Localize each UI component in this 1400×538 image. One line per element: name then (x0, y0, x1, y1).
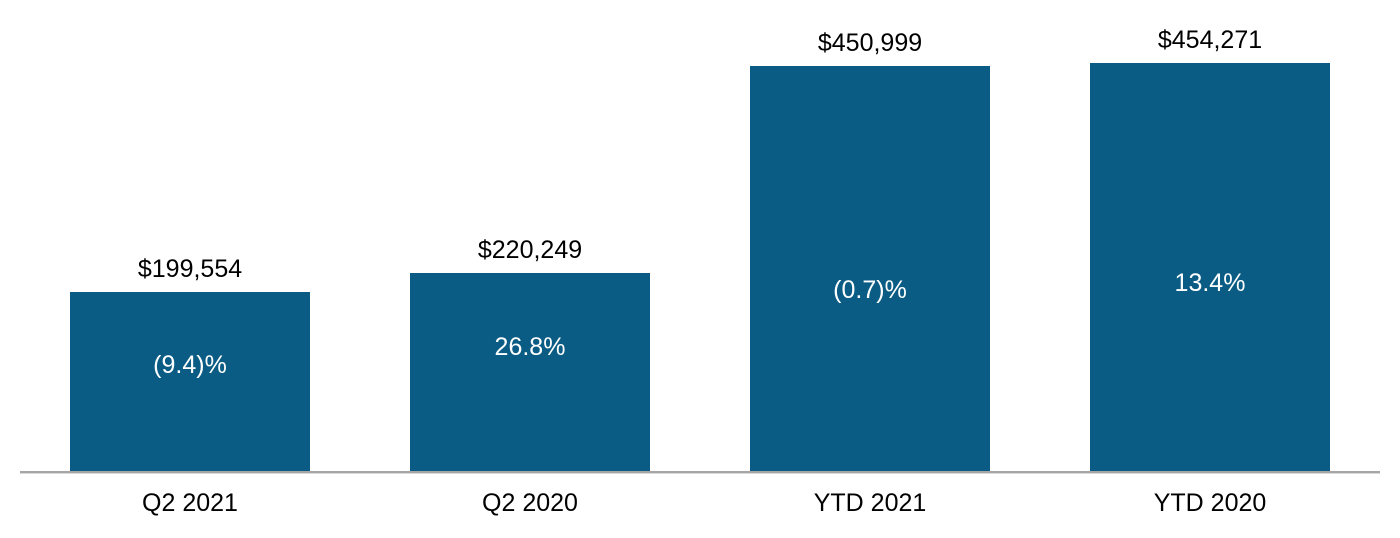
bar-value-label: $199,554 (137, 254, 243, 283)
bar-group-q2-2020: $220,249 26.8% Q2 2020 (360, 0, 700, 538)
bar-percent-label: 13.4% (1174, 269, 1246, 297)
bar-group-q2-2021: $199,554 (9.4)% Q2 2021 (20, 0, 360, 538)
x-axis-tick-label: Q2 2020 (482, 489, 578, 517)
x-axis-tick-label: YTD 2020 (1153, 489, 1267, 517)
bar-value-label: $220,249 (477, 236, 583, 265)
bar: (0.7)% (750, 65, 990, 471)
bar: (9.4)% (70, 291, 310, 471)
x-axis-tick-label: Q2 2021 (142, 489, 238, 517)
bar-value-label: $454,271 (1157, 26, 1263, 54)
bar-percent-label: 26.8% (494, 333, 566, 362)
x-axis-line (20, 471, 1380, 473)
bar-percent-label: (9.4)% (153, 350, 227, 379)
bar-percent-label: (0.7)% (833, 275, 907, 304)
bar-group-ytd-2021: $450,999 (0.7)% YTD 2021 (700, 0, 1040, 538)
x-axis-tick-label: YTD 2021 (813, 489, 927, 517)
bar: 13.4% (1090, 63, 1330, 471)
bar-group-ytd-2020: $454,271 13.4% YTD 2020 (1040, 0, 1380, 538)
bar-value-label: $450,999 (817, 28, 923, 57)
bar: 26.8% (410, 273, 650, 471)
